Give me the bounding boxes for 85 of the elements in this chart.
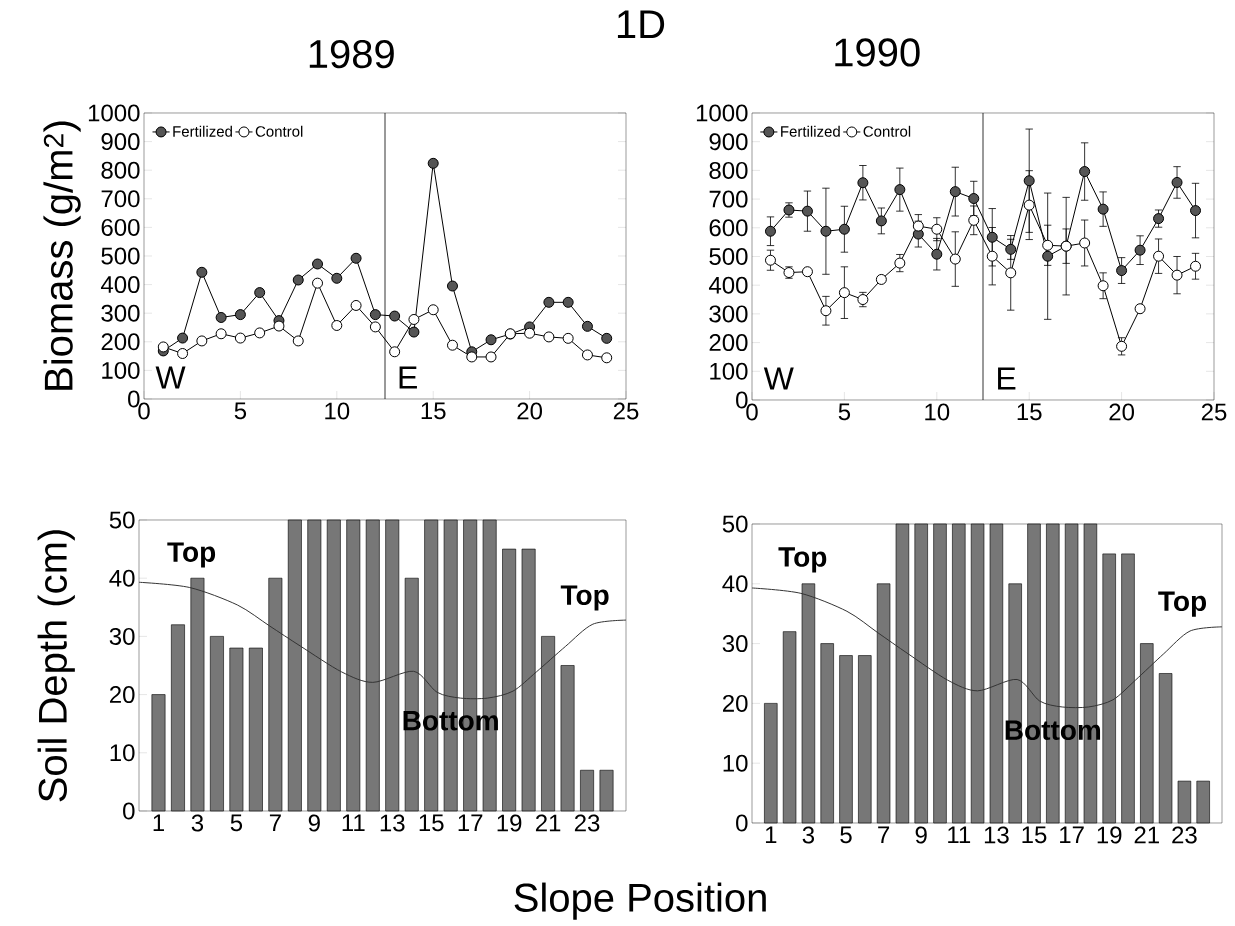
y-tick-label: 800	[709, 161, 748, 179]
y-tick-label: 200	[101, 333, 140, 351]
x-tick-label: 11	[342, 814, 365, 832]
y-tick-label: 600	[101, 218, 140, 236]
x-tick-label: 20	[1109, 403, 1134, 421]
legend-label: Fertilized	[173, 125, 232, 137]
x-tick-label: 7	[269, 814, 281, 832]
annotation: E	[399, 366, 417, 389]
text: 1D	[617, 10, 665, 39]
x-tick-label: 23	[574, 814, 600, 832]
x-tick-label: 15	[421, 402, 446, 420]
y-tick-label: 300	[709, 305, 748, 323]
x-tick-label: 7	[878, 826, 890, 844]
chart-title: 1990	[835, 38, 920, 67]
x-tick-label: 20	[517, 402, 542, 420]
y-axis-title: Soil Depth (cm)	[37, 530, 75, 802]
x-tick-label: 10	[325, 402, 350, 420]
annotation: E	[998, 367, 1016, 390]
annotation: W	[155, 366, 186, 389]
legend-label: Fertilized	[781, 125, 840, 137]
x-tick-label: 15	[1022, 826, 1047, 844]
y-axis-title: Biomass (g/m$^{2}$)	[43, 121, 81, 390]
y-tick-label: 300	[101, 304, 140, 322]
y-tick-label: 400	[100, 276, 140, 294]
x-tick-label: 9	[915, 826, 927, 844]
y-tick-label: 30	[109, 627, 135, 645]
x-tick-label: 11	[948, 826, 971, 844]
x-axis-title: Slope Position	[514, 882, 766, 920]
annotation: Top	[778, 547, 827, 573]
annotation: Top	[1158, 591, 1206, 617]
y-tick-label: 500	[101, 247, 140, 265]
x-tick-label: 15	[1017, 403, 1042, 421]
x-tick-label: 13	[984, 826, 1009, 844]
y-tick-label: 10	[723, 754, 748, 772]
x-tick-label: 5	[234, 402, 247, 420]
y-tick-label: 1000	[88, 104, 140, 122]
y-tick-label: 50	[109, 511, 135, 529]
y-tick-label: 200	[709, 334, 748, 352]
x-tick-label: 25	[1201, 403, 1227, 421]
y-tick-label: 900	[709, 133, 748, 151]
y-tick-label: 900	[101, 133, 140, 151]
x-tick-label: 17	[458, 814, 483, 832]
x-tick-label: 5	[840, 826, 852, 844]
y-tick-label: 20	[109, 686, 135, 704]
y-tick-label: 40	[722, 575, 748, 593]
y-tick-label: 700	[101, 190, 140, 208]
y-tick-label: 800	[101, 161, 140, 179]
y-tick-label: 100	[102, 361, 140, 379]
y-tick-label: 600	[709, 219, 748, 237]
x-tick-label: 13	[380, 814, 405, 832]
y-tick-label: 0	[736, 391, 748, 409]
x-tick-label: 5	[230, 814, 243, 832]
x-tick-label: 3	[802, 826, 815, 844]
y-tick-label: 0	[123, 802, 135, 820]
legend-label: Control	[255, 125, 303, 137]
x-tick-label: 19	[497, 814, 522, 832]
x-tick-label: 21	[535, 814, 561, 832]
x-tick-label: 25	[613, 402, 639, 420]
annotation: Top	[167, 542, 216, 568]
y-tick-label: 10	[110, 744, 135, 762]
y-tick-label: 400	[708, 276, 748, 294]
x-tick-label: 17	[1060, 826, 1084, 844]
x-tick-label: 1	[153, 814, 164, 832]
legend-label: Control	[863, 125, 911, 137]
y-tick-label: 40	[109, 569, 135, 587]
x-tick-label: 15	[419, 814, 444, 832]
annotation: W	[763, 367, 794, 390]
y-tick-label: 20	[722, 694, 748, 712]
y-tick-label: 500	[709, 248, 748, 265]
y-tick-label: 700	[709, 190, 748, 208]
chart-title: 1989	[309, 39, 394, 69]
y-tick-label: 50	[722, 515, 748, 533]
x-tick-label: 21	[1134, 826, 1159, 844]
y-tick-label: 0	[128, 390, 140, 408]
x-tick-label: 3	[191, 814, 204, 832]
x-tick-label: 5	[838, 403, 851, 421]
x-tick-label: 9	[308, 814, 320, 832]
x-tick-label: 23	[1172, 826, 1197, 844]
y-tick-label: 100	[710, 362, 748, 380]
y-tick-label: 1000	[696, 104, 748, 122]
x-tick-label: 19	[1097, 826, 1122, 844]
y-tick-label: 30	[722, 635, 748, 653]
annotation: Top	[560, 585, 609, 611]
x-tick-label: 10	[925, 403, 950, 421]
x-tick-label: 1	[765, 826, 777, 844]
